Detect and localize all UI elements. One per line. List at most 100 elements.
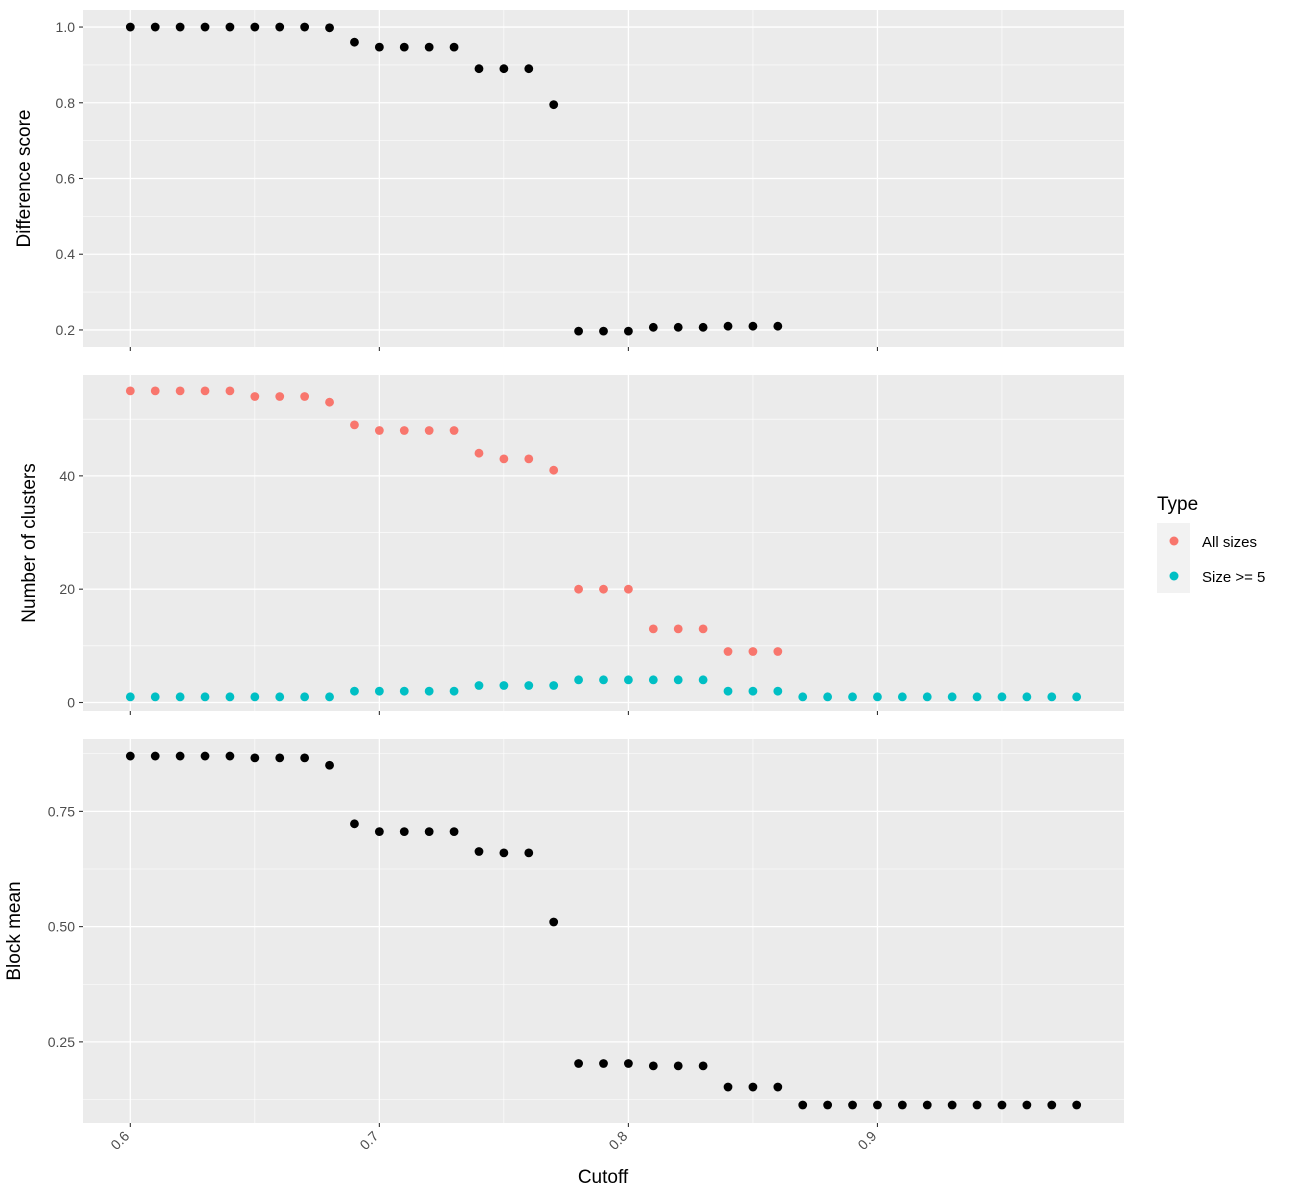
legend: Type All sizes Size >= 5 [1157, 494, 1265, 593]
data-point-series-2 [549, 681, 559, 690]
data-point-series-1 [125, 22, 135, 32]
data-point-series-2 [275, 692, 285, 702]
data-point-series-1 [972, 1100, 982, 1110]
data-point-series-1 [524, 454, 534, 464]
data-point-series-1 [648, 624, 658, 634]
data-point-series-2 [873, 692, 882, 702]
data-point-series-1 [848, 1100, 857, 1110]
y-tick-label: 1.0 [56, 19, 76, 35]
x-tick-label: 0.6 [107, 1128, 132, 1153]
data-point-series-1 [698, 1061, 708, 1071]
data-point-series-1 [175, 22, 185, 32]
x-tick-label: 0.9 [854, 1128, 879, 1153]
data-point-series-2 [748, 686, 758, 696]
y-tick-label: 0.75 [48, 803, 75, 819]
y-axis-title: Number of clusters [19, 463, 40, 622]
data-point-series-1 [125, 751, 135, 761]
y-tick-label: 40 [59, 468, 75, 484]
data-point-series-2 [1072, 692, 1082, 702]
data-point-series-1 [424, 42, 434, 52]
data-point-series-1 [1022, 1100, 1032, 1110]
data-point-series-2 [325, 692, 334, 702]
data-point-series-2 [200, 692, 210, 702]
data-point-series-1 [150, 751, 160, 761]
panel-background [83, 375, 1124, 711]
data-point-series-1 [200, 22, 210, 32]
y-tick-label: 20 [59, 581, 75, 597]
data-point-series-1 [350, 819, 359, 829]
data-point-series-1 [275, 392, 285, 401]
data-point-series-1 [723, 1082, 733, 1092]
data-point-series-1 [997, 1100, 1007, 1110]
data-point-series-1 [350, 37, 359, 47]
data-point-series-1 [399, 827, 409, 837]
data-point-series-2 [798, 692, 808, 702]
data-point-series-1 [624, 326, 633, 336]
panel-background [83, 739, 1124, 1123]
data-point-series-2 [499, 681, 509, 690]
legend-key-size-ge-5 [1169, 571, 1179, 581]
data-point-series-2 [848, 692, 857, 702]
data-point-series-1 [225, 386, 235, 396]
data-point-series-2 [773, 686, 783, 696]
data-point-series-2 [648, 675, 658, 685]
data-point-series-1 [773, 647, 783, 656]
data-point-series-2 [823, 692, 833, 702]
data-point-series-1 [1072, 1100, 1082, 1110]
x-tick-label: 0.8 [605, 1128, 630, 1153]
data-point-series-1 [524, 848, 534, 858]
panels-group: 0.2 0.4 0.6 0.8 1.0 Difference score 0 20 40 Numb… [4, 10, 1124, 1153]
data-point-series-2 [399, 686, 409, 696]
data-point-series-1 [748, 647, 758, 656]
y-tick-label: 0.25 [48, 1034, 75, 1050]
data-point-series-2 [922, 692, 932, 702]
data-point-series-1 [723, 321, 733, 331]
data-point-series-2 [897, 692, 907, 702]
data-point-series-1 [773, 1082, 783, 1092]
data-point-series-1 [250, 753, 260, 763]
y-axis-title: Block mean [4, 881, 25, 980]
data-point-series-2 [250, 692, 260, 702]
data-point-series-1 [947, 1100, 957, 1110]
y-tick-label: 0.8 [56, 95, 76, 111]
data-point-series-1 [474, 448, 484, 458]
data-point-series-1 [350, 420, 359, 430]
y-tick-label: 0.50 [48, 919, 75, 935]
legend-keys-background [1157, 523, 1190, 593]
legend-label-all-sizes: All sizes [1202, 534, 1257, 551]
data-point-series-1 [275, 753, 285, 763]
data-point-series-2 [125, 692, 135, 702]
y-tick-label: 0.2 [56, 322, 76, 338]
data-point-series-1 [200, 386, 210, 396]
data-point-series-2 [574, 675, 583, 685]
data-point-series-1 [150, 386, 160, 396]
data-point-series-2 [300, 692, 310, 702]
data-point-series-1 [549, 465, 559, 475]
data-point-series-1 [325, 397, 334, 407]
data-point-series-2 [350, 686, 359, 696]
data-point-series-1 [399, 426, 409, 435]
data-point-series-1 [873, 1100, 882, 1110]
data-point-series-1 [474, 847, 484, 856]
data-point-series-1 [624, 1059, 633, 1068]
data-point-series-2 [374, 686, 384, 696]
data-point-series-2 [972, 692, 982, 702]
data-point-series-2 [599, 675, 608, 685]
legend-label-size-ge-5: Size >= 5 [1202, 569, 1265, 586]
data-point-series-1 [175, 751, 185, 761]
data-point-series-2 [1047, 692, 1057, 702]
data-point-series-1 [698, 624, 708, 634]
data-point-series-2 [947, 692, 957, 702]
data-point-series-1 [499, 454, 509, 464]
data-point-series-1 [574, 1059, 583, 1068]
data-point-series-1 [325, 23, 334, 33]
data-point-series-1 [250, 392, 260, 401]
data-point-series-1 [1047, 1100, 1057, 1110]
data-point-series-1 [648, 322, 658, 332]
data-point-series-1 [374, 827, 384, 837]
data-point-series-1 [275, 22, 285, 32]
data-point-series-2 [1022, 692, 1032, 702]
data-point-series-2 [449, 686, 459, 696]
panel-1: 0.2 0.4 0.6 0.8 1.0 Difference score [14, 10, 1124, 351]
